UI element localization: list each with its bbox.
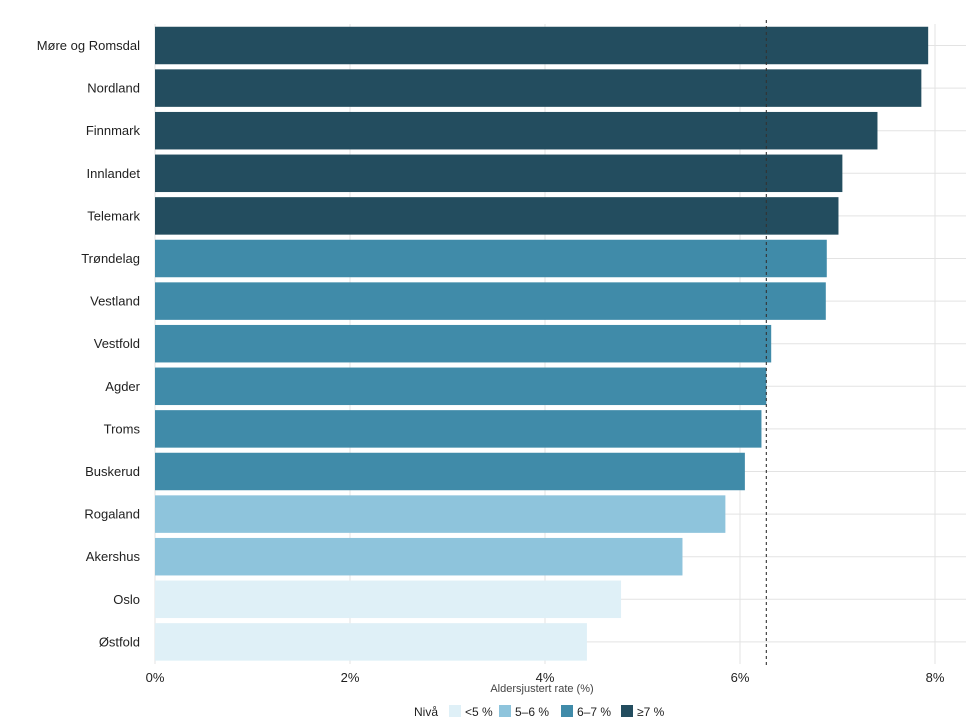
bar: [155, 26, 929, 65]
legend-label: ≥7 %: [637, 705, 665, 719]
legend-swatch: [499, 705, 511, 717]
category-label: Buskerud: [85, 464, 140, 479]
bar: [155, 282, 826, 320]
category-label: Østfold: [99, 634, 140, 649]
category-label: Vestland: [90, 294, 140, 309]
category-label: Agder: [105, 379, 140, 394]
legend-label: 5–6 %: [515, 705, 549, 719]
bars: [155, 26, 929, 661]
category-label: Trøndelag: [81, 251, 140, 266]
legend-label: <5 %: [465, 705, 493, 719]
bar: [155, 495, 726, 533]
bar: [155, 410, 762, 448]
category-label: Troms: [104, 421, 141, 436]
category-labels: Møre og Romsdal Nordland Finnmark Innlandet…: [37, 38, 141, 649]
x-tick-labels: 0% 2% 4% 6% 8%: [146, 670, 945, 685]
x-tick-label: 2%: [341, 670, 360, 685]
category-label: Akershus: [86, 549, 141, 564]
bar: [155, 154, 843, 193]
x-tick-label: 6%: [731, 670, 750, 685]
category-label: Vestfold: [94, 336, 140, 351]
bar: [155, 69, 922, 107]
x-tick-label: 8%: [926, 670, 945, 685]
legend-label: 6–7 %: [577, 705, 611, 719]
category-label: Innlandet: [87, 166, 141, 181]
bar: [155, 367, 767, 406]
legend-swatch: [449, 705, 461, 717]
x-tick-label: 0%: [146, 670, 165, 685]
x-tick-label: 4%: [536, 670, 555, 685]
bar: [155, 452, 745, 491]
legend-title: Nivå: [414, 705, 438, 719]
category-label: Oslo: [113, 592, 140, 607]
bar: [155, 111, 878, 150]
legend-swatch: [621, 705, 633, 717]
bar: [155, 197, 839, 235]
bar: [155, 324, 772, 363]
bar: [155, 239, 827, 278]
category-label: Møre og Romsdal: [37, 38, 140, 53]
category-label: Telemark: [87, 208, 140, 223]
bar: [155, 580, 622, 619]
legend: Nivå <5 % 5–6 % 6–7 % ≥7 %: [414, 705, 665, 719]
x-axis-title: Aldersjustert rate (%): [490, 683, 593, 695]
category-label: Nordland: [87, 81, 140, 96]
legend-swatch: [561, 705, 573, 717]
bar: [155, 623, 587, 661]
category-label: Rogaland: [84, 507, 140, 522]
category-label: Finnmark: [86, 123, 141, 138]
bar: [155, 537, 683, 576]
